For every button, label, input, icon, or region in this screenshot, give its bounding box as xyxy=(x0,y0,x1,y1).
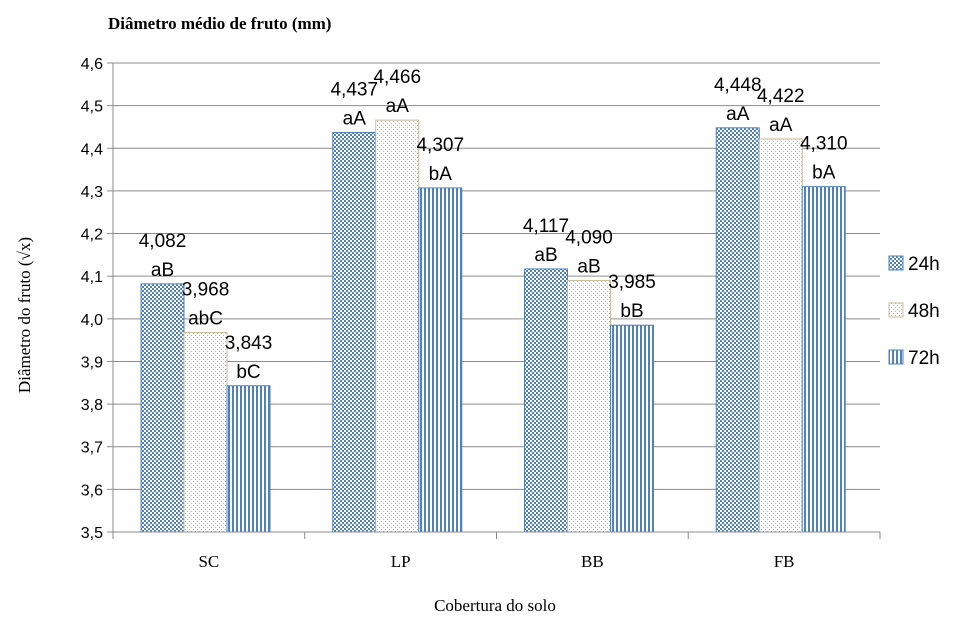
data-label-value: 4,448 xyxy=(714,75,762,96)
x-tick-label: LP xyxy=(391,552,411,571)
data-label-letters: abC xyxy=(188,308,223,329)
data-label-value: 3,968 xyxy=(182,279,230,300)
legend: 24h 48h 72h xyxy=(888,254,940,369)
bars xyxy=(140,119,846,533)
y-tick-label: 3,6 xyxy=(81,482,103,499)
data-label-letters: aA xyxy=(769,115,793,136)
bar-bb-72h xyxy=(610,324,654,533)
bar-sc-48h xyxy=(183,331,228,533)
data-label-letters: bA xyxy=(812,163,836,184)
bar-fb-24h xyxy=(715,127,760,533)
y-tick-label: 4,2 xyxy=(81,227,103,244)
data-label-letters: bC xyxy=(236,362,260,383)
data-label-value: 4,307 xyxy=(416,135,464,156)
data-label-letters: aA xyxy=(386,96,410,117)
y-tick-label: 3,5 xyxy=(81,525,103,542)
y-axis-label: Diâmetro do fruto (√x) xyxy=(15,237,34,393)
data-label-value: 4,422 xyxy=(757,86,805,107)
x-axis-ticks: SC LP BB FB xyxy=(112,532,881,571)
bar-fb-48h xyxy=(758,138,803,533)
x-axis-label: Cobertura do solo xyxy=(434,596,556,615)
y-tick-label: 4,6 xyxy=(81,56,103,73)
bar-sc-24h xyxy=(140,283,185,533)
legend-swatch-48h xyxy=(888,302,904,318)
data-label-letters: bB xyxy=(620,301,643,322)
y-tick-label: 4,4 xyxy=(81,141,103,158)
legend-label-24h: 24h xyxy=(908,254,940,275)
data-label-value: 3,985 xyxy=(608,272,656,293)
bar-lp-48h xyxy=(375,119,420,533)
data-label-letters: bA xyxy=(429,164,453,185)
bar-lp-72h xyxy=(418,187,463,533)
data-label-letters: aB xyxy=(534,245,557,266)
bar-bb-48h xyxy=(567,279,611,533)
data-label-letters: aA xyxy=(726,104,750,125)
data-label-letters: aB xyxy=(151,260,174,281)
data-label-letters: aA xyxy=(343,108,367,129)
chart-title: Diâmetro médio de fruto (mm) xyxy=(108,14,331,33)
bar-fb-72h xyxy=(801,186,846,533)
x-tick-label: SC xyxy=(198,552,219,571)
data-label-value: 4,082 xyxy=(139,231,187,252)
bar-lp-24h xyxy=(332,131,377,533)
data-label-letters: aB xyxy=(577,256,600,277)
x-tick-label: BB xyxy=(581,552,604,571)
legend-swatch-72h xyxy=(888,349,904,365)
data-label-value: 4,117 xyxy=(523,216,569,237)
y-axis-ticks: 3,5 3,6 3,7 3,8 3,9 4,0 4,1 4,2 4,3 4,4 4,5 4,6 xyxy=(81,56,113,542)
y-tick-label: 4,1 xyxy=(81,269,103,286)
legend-label-48h: 48h xyxy=(908,301,940,322)
bar-bb-24h xyxy=(524,268,568,533)
bar-sc-72h xyxy=(226,385,271,533)
legend-swatch-24h xyxy=(888,255,904,271)
y-tick-label: 3,8 xyxy=(81,397,103,414)
y-tick-label: 4,0 xyxy=(81,312,103,329)
data-label-value: 4,310 xyxy=(800,134,848,155)
data-label-value: 4,437 xyxy=(330,79,378,100)
y-tick-label: 4,5 xyxy=(81,99,103,116)
y-tick-label: 3,7 xyxy=(81,440,103,457)
y-tick-label: 3,9 xyxy=(81,354,103,371)
data-label-value: 4,466 xyxy=(373,67,421,88)
legend-label-72h: 72h xyxy=(908,348,940,369)
x-tick-label: FB xyxy=(774,552,795,571)
data-label-value: 4,090 xyxy=(565,227,613,248)
data-label-value: 3,843 xyxy=(225,333,273,354)
y-tick-label: 4,3 xyxy=(81,184,103,201)
